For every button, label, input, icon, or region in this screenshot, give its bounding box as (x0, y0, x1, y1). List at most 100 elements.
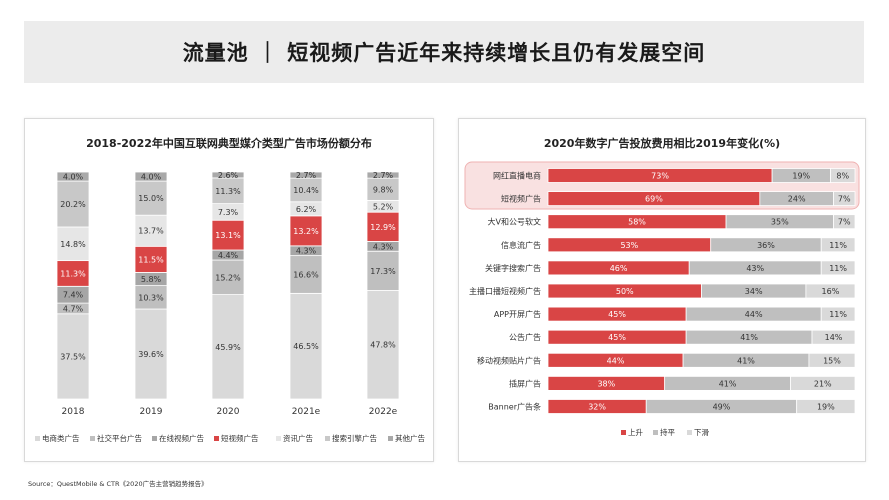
bar-segment (134, 171, 168, 182)
data-label: 11% (829, 310, 847, 319)
data-label: 7% (838, 218, 851, 227)
bar-segment (833, 191, 856, 206)
bar-segment (56, 226, 90, 262)
stacked-column-chart-panel: 2018-2022年中国互联网典型媒介类型广告市场份额分布 37.5% 4.7% 7.… (24, 118, 434, 462)
bar-segment (366, 290, 400, 400)
data-label: 9.8% (373, 185, 394, 194)
data-label: 17.3% (370, 267, 396, 276)
data-label: 19% (792, 172, 810, 181)
data-label: 46.5% (293, 342, 319, 351)
category-label: 移动视频贴片广告 (477, 355, 541, 365)
data-label: 5.8% (141, 275, 162, 284)
category-label: 网红直播电商 (493, 171, 541, 181)
x-tick-label: 2022e (369, 407, 398, 417)
category-label: 主播口播短视频广告 (469, 286, 541, 296)
bar-segment (820, 260, 856, 276)
legend-swatch (388, 436, 393, 441)
data-label: 36% (757, 241, 775, 250)
legend-swatch (276, 436, 281, 441)
bar-segment (820, 237, 856, 253)
data-label: 10.3% (138, 293, 164, 302)
data-label: 2.7% (373, 171, 394, 180)
legend-label: 其他广告 (395, 433, 425, 443)
data-label: 16.6% (293, 270, 319, 279)
data-label: 7% (838, 195, 851, 204)
data-label: 37.5% (60, 352, 86, 361)
data-label: 4.0% (141, 173, 162, 182)
x-tick-label: 2019 (140, 407, 163, 417)
data-label: 2.6% (218, 171, 239, 180)
data-label: 14% (825, 333, 843, 342)
data-label: 45% (608, 310, 626, 319)
data-label: 4.3% (296, 247, 317, 256)
data-label: 16% (822, 287, 840, 296)
data-label: 44% (745, 310, 763, 319)
bar-segment (56, 313, 90, 400)
data-label: 21% (814, 379, 832, 388)
data-label: 2.7% (296, 171, 317, 180)
data-label: 24% (788, 195, 806, 204)
data-label: 13.1% (215, 231, 241, 240)
data-label: 38% (597, 379, 615, 388)
bar-segment (811, 329, 856, 345)
data-label: 10.4% (293, 186, 319, 195)
category-label: 公告广告 (509, 332, 541, 342)
chart-title: 2020年数字广告投放费用相比2019年变化(%) (544, 136, 780, 150)
category-label: 短视频广告 (501, 194, 541, 204)
category-label: 插屏广告 (509, 378, 541, 388)
data-label: 4.0% (63, 173, 84, 182)
data-label: 15.2% (215, 273, 241, 282)
data-label: 11.3% (60, 269, 86, 278)
legend-swatch (687, 430, 692, 435)
bar-segment (808, 352, 856, 368)
data-label: 46% (610, 264, 628, 273)
bar-segment (820, 306, 856, 322)
data-label: 43% (746, 264, 764, 273)
legend-label: 短视频广告 (221, 433, 259, 443)
legend-label: 搜索引擎广告 (332, 433, 377, 443)
bar-segment (289, 255, 323, 294)
data-label: 44% (607, 356, 625, 365)
stacked-bar-chart-panel: 2020年数字广告投放费用相比2019年变化(%) 网红直播电商 73% 19% 8% 短… (458, 118, 866, 462)
bar-segment (134, 308, 168, 400)
bar-segment (211, 259, 245, 295)
legend-swatch (90, 436, 95, 441)
legend-swatch (35, 436, 40, 441)
data-label: 58% (628, 218, 646, 227)
data-label: 41% (719, 379, 737, 388)
data-label: 15% (823, 356, 841, 365)
data-label: 41% (740, 333, 758, 342)
chart-title: 2018-2022年中国互联网典型媒介类型广告市场份额分布 (86, 136, 372, 150)
data-label: 34% (745, 287, 763, 296)
data-label: 35% (771, 218, 789, 227)
legend-swatch (621, 430, 626, 435)
data-label: 11% (829, 241, 847, 250)
stacked-bar-chart: 2020年数字广告投放费用相比2019年变化(%) 网红直播电商 73% 19% 8% 短… (464, 136, 860, 437)
bar-segment (796, 399, 856, 414)
bar-segment (211, 219, 245, 251)
page-title: 流量池 ｜ 短视频广告近年来持续增长且仍有发展空间 (182, 41, 706, 65)
data-label: 11.5% (138, 255, 164, 264)
legend-label: 下滑 (694, 427, 709, 437)
bar-segment (805, 283, 856, 299)
data-label: 73% (651, 172, 669, 181)
data-label: 4.7% (63, 304, 84, 313)
legend-swatch (152, 436, 157, 441)
bar-segment (211, 294, 245, 400)
data-label: 4.3% (373, 242, 394, 251)
data-label: 7.3% (218, 208, 239, 217)
bar-segment (790, 375, 856, 391)
bar-segment (830, 168, 856, 183)
data-label: 47.8% (370, 341, 396, 350)
title-banner: 流量池 ｜ 短视频广告近年来持续增长且仍有发展空间 (24, 21, 864, 83)
data-label: 4.4% (218, 251, 239, 260)
data-label: 32% (588, 403, 606, 412)
data-label: 45% (608, 333, 626, 342)
data-label: 11% (829, 264, 847, 273)
data-label: 69% (645, 195, 663, 204)
bar-segment (289, 171, 323, 179)
legend-label: 在线视频广告 (159, 433, 204, 443)
bar-segment (211, 171, 245, 179)
legend-label: 社交平台广告 (97, 433, 142, 443)
data-label: 5.2% (373, 202, 394, 211)
